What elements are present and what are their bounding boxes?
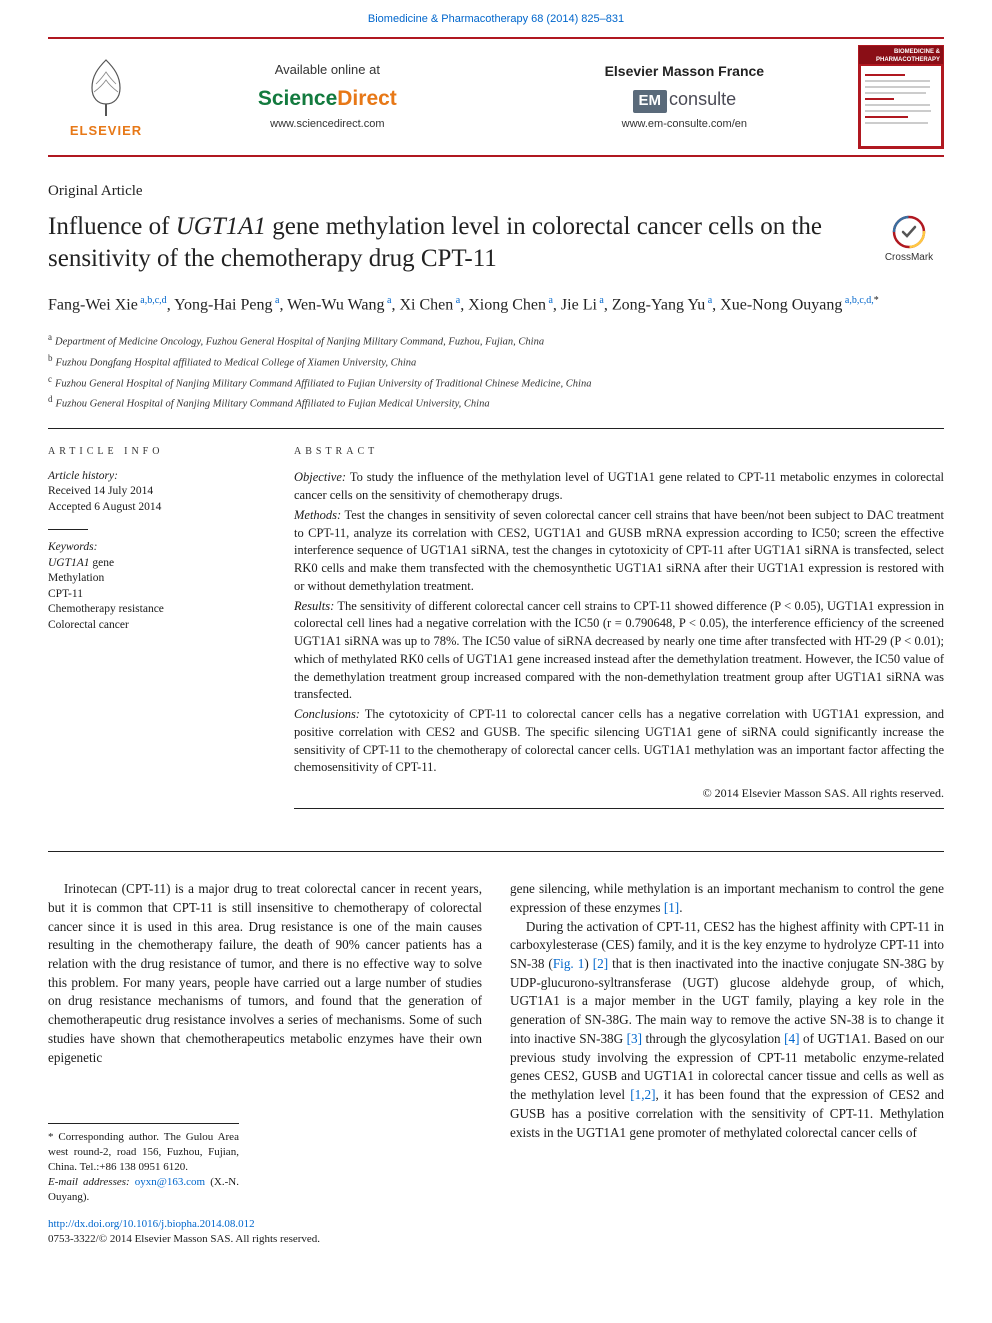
sciencedirect-logo: ScienceDirect: [258, 85, 397, 113]
divider: [48, 851, 944, 852]
em-consulte-url[interactable]: www.em-consulte.com/en: [605, 117, 765, 132]
keywords-label: Keywords:: [48, 540, 258, 556]
paper-title: Influence of UGT1A1 gene methylation lev…: [48, 211, 858, 275]
doi-link[interactable]: http://dx.doi.org/10.1016/j.biopha.2014.…: [48, 1218, 255, 1230]
em-consulte-logo: EMconsulte: [605, 87, 765, 113]
figure-link[interactable]: Fig. 1: [553, 956, 584, 971]
ref-link[interactable]: [4]: [784, 1031, 799, 1046]
body-paragraph: During the activation of CPT-11, CES2 ha…: [510, 918, 944, 1143]
journal-header-citation[interactable]: Biomedicine & Pharmacotherapy 68 (2014) …: [0, 0, 992, 37]
journal-cover-thumbnail[interactable]: BIOMEDICINE & PHARMACOTHERAPY: [858, 45, 944, 149]
doi-line: http://dx.doi.org/10.1016/j.biopha.2014.…: [48, 1217, 482, 1248]
ref-link[interactable]: [1,2]: [630, 1087, 655, 1102]
abstract-label: ABSTRACT: [294, 445, 944, 459]
crossmark-icon: [892, 215, 926, 249]
body-paragraph: gene silencing, while methylation is an …: [510, 880, 944, 917]
article-info-column: ARTICLE INFO Article history: Received 1…: [48, 445, 258, 825]
elsevier-tree-icon: [78, 54, 134, 120]
publisher-band: ELSEVIER Available online at ScienceDire…: [48, 37, 944, 157]
keywords-list: UGT1A1 geneMethylationCPT-11Chemotherapy…: [48, 556, 258, 634]
ref-link[interactable]: [1]: [664, 900, 679, 915]
accepted-date: Accepted 6 August 2014: [48, 500, 258, 516]
divider: [48, 428, 944, 429]
article-type-label: Original Article: [48, 181, 944, 201]
cover-body: [861, 66, 941, 146]
corr-email-link[interactable]: oyxn@163.com: [135, 1176, 205, 1188]
corresponding-footnote: * Corresponding author. The Gulou Area w…: [48, 1123, 239, 1204]
available-online-label: Available online at: [258, 61, 397, 79]
ref-link[interactable]: [3]: [627, 1031, 642, 1046]
history-label: Article history:: [48, 469, 258, 485]
divider: [294, 808, 944, 809]
article-info-label: ARTICLE INFO: [48, 445, 258, 459]
sciencedirect-block[interactable]: Available online at ScienceDirect www.sc…: [258, 61, 397, 132]
crossmark-badge[interactable]: CrossMark: [874, 215, 944, 265]
abstract-copyright: © 2014 Elsevier Masson SAS. All rights r…: [294, 785, 944, 802]
body-paragraph: Irinotecan (CPT-11) is a major drug to t…: [48, 880, 482, 1067]
divider: [48, 529, 88, 530]
received-date: Received 14 July 2014: [48, 484, 258, 500]
sciencedirect-url[interactable]: www.sciencedirect.com: [258, 117, 397, 132]
body-text: Irinotecan (CPT-11) is a major drug to t…: [48, 880, 944, 1248]
masson-title: Elsevier Masson France: [605, 62, 765, 81]
elsevier-logo[interactable]: ELSEVIER: [48, 50, 164, 144]
affiliations: aDepartment of Medicine Oncology, Fuzhou…: [48, 331, 944, 412]
author-list: Fang-Wei Xie a,b,c,d, Yong-Hai Peng a, W…: [48, 293, 944, 317]
cover-title: BIOMEDICINE & PHARMACOTHERAPY: [859, 46, 943, 64]
abstract-column: ABSTRACT Objective: To study the influen…: [294, 445, 944, 825]
ref-link[interactable]: [2]: [593, 956, 608, 971]
elsevier-wordmark: ELSEVIER: [48, 122, 164, 140]
em-consulte-block[interactable]: Elsevier Masson France EMconsulte www.em…: [605, 62, 765, 132]
